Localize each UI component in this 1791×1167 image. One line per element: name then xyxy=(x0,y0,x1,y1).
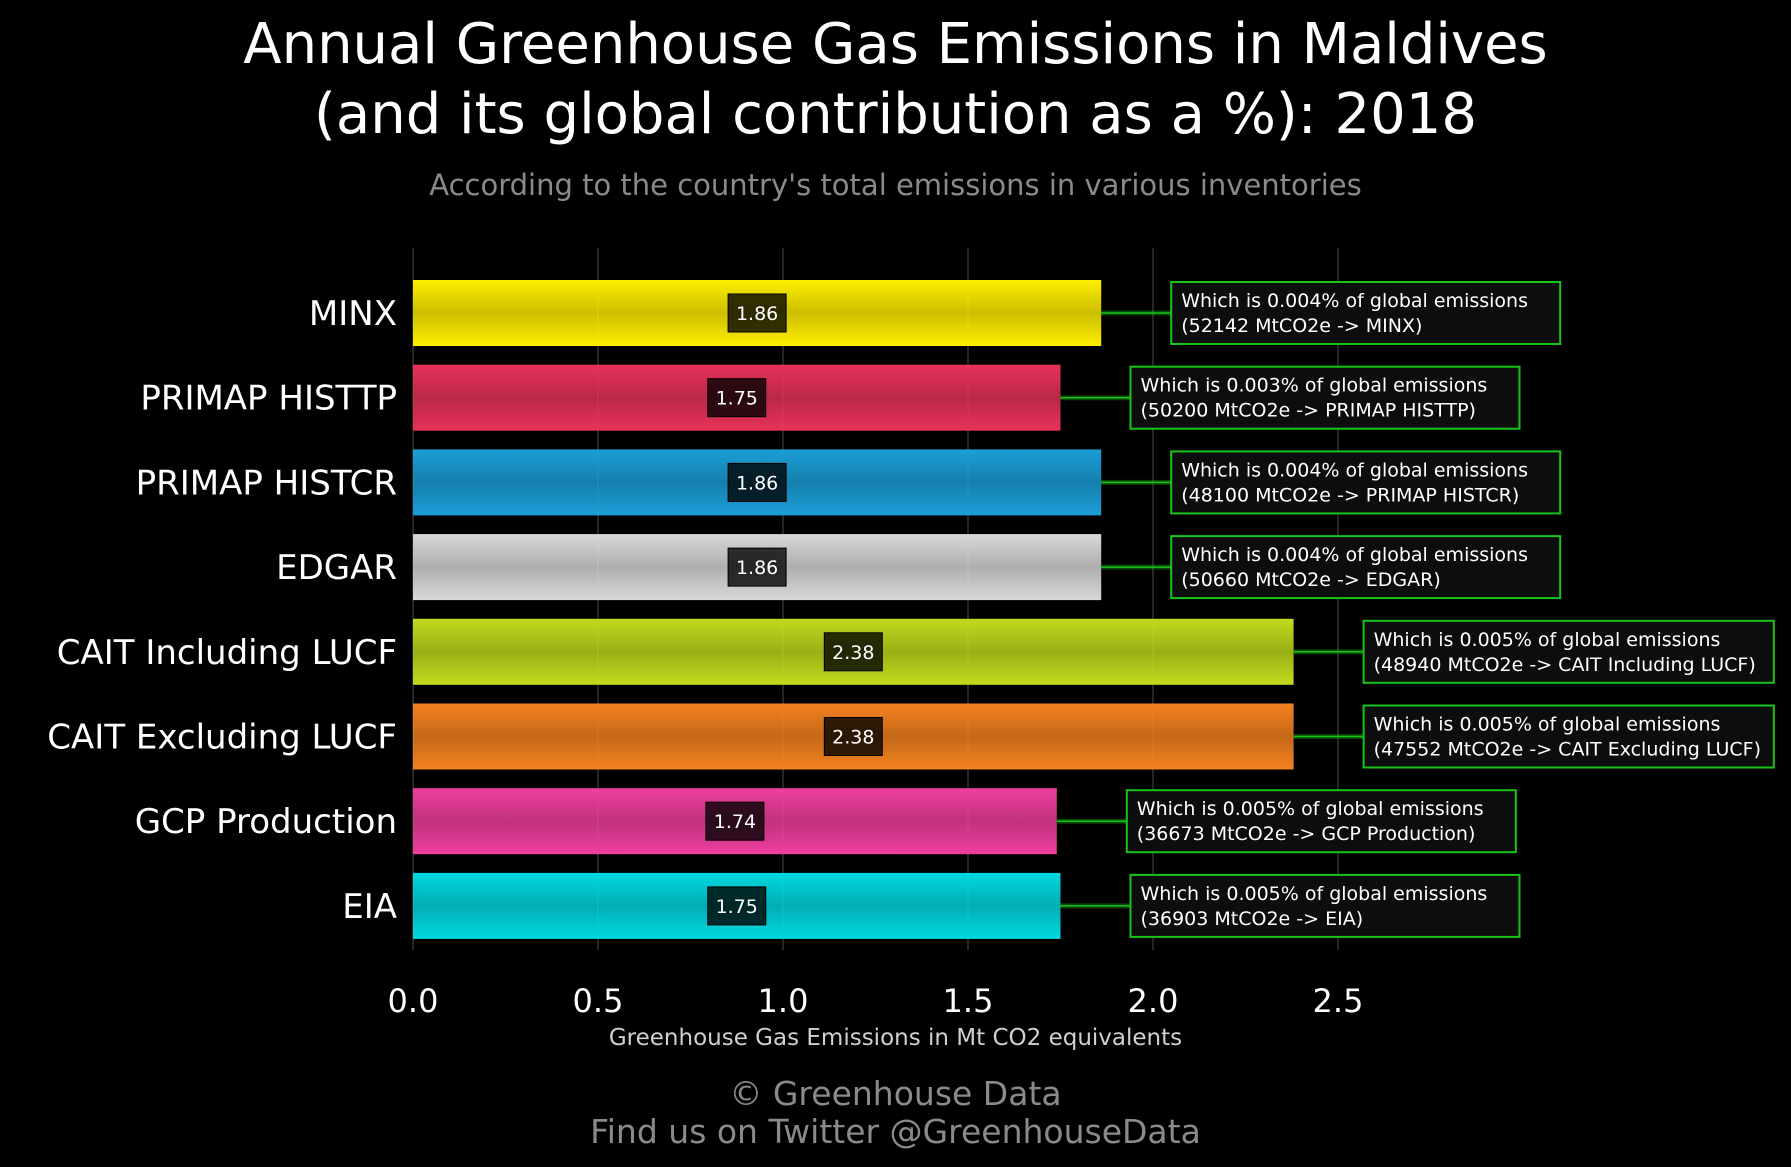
annotation-box-0 xyxy=(1170,281,1562,345)
value-label-2: 1.86 xyxy=(736,472,778,494)
y-tick-label-2: PRIMAP HISTCR xyxy=(136,463,397,503)
value-label-box-6 xyxy=(705,801,765,841)
y-tick-label-7: EIA xyxy=(342,887,397,927)
annotation-line1-7: Which is 0.005% of global emissions xyxy=(1141,883,1488,905)
value-label-box-1 xyxy=(707,378,767,418)
y-tick-label-1: PRIMAP HISTTP xyxy=(140,379,397,419)
value-label-7: 1.75 xyxy=(716,896,758,918)
y-tick-label-4: CAIT Including LUCF xyxy=(57,633,397,673)
title-line-2: (and its global contribution as a %): 20… xyxy=(314,82,1477,147)
annotation-line2-6: (36673 MtCO2e -> GCP Production) xyxy=(1137,823,1476,845)
credit-copyright: © Greenhouse Data xyxy=(729,1074,1062,1113)
credit-twitter: Find us on Twitter @GreenhouseData xyxy=(590,1112,1201,1151)
chart-subtitle: According to the country's total emissio… xyxy=(429,168,1362,202)
value-label-box-4 xyxy=(823,632,883,672)
annotation-box-2 xyxy=(1170,450,1562,515)
x-tick-label-0: 0.0 xyxy=(388,982,439,1020)
annotation-line2-1: (50200 MtCO2e -> PRIMAP HISTTP) xyxy=(1141,400,1476,422)
y-tick-label-3: EDGAR xyxy=(276,548,397,588)
annotation-line1-4: Which is 0.005% of global emissions xyxy=(1374,629,1721,651)
x-tick-label-1: 0.5 xyxy=(573,982,624,1020)
annotation-line1-6: Which is 0.005% of global emissions xyxy=(1137,798,1484,820)
annotation-line1-1: Which is 0.003% of global emissions xyxy=(1141,375,1488,397)
value-label-3: 1.86 xyxy=(736,557,778,579)
value-label-box-5 xyxy=(823,717,883,756)
value-label-6: 1.74 xyxy=(714,811,756,833)
value-label-box-0 xyxy=(727,293,787,333)
x-tick-label-4: 2.0 xyxy=(1128,982,1179,1020)
annotation-line1-3: Which is 0.004% of global emissions xyxy=(1181,544,1528,566)
value-label-box-2 xyxy=(727,462,787,502)
value-label-box-7 xyxy=(707,886,767,926)
annotation-line2-0: (52142 MtCO2e -> MINX) xyxy=(1181,315,1422,337)
x-axis-label: Greenhouse Gas Emissions in Mt CO2 equiv… xyxy=(608,1025,1183,1051)
x-tick-label-2: 1.0 xyxy=(758,982,809,1020)
annotation-line2-3: (50660 MtCO2e -> EDGAR) xyxy=(1181,569,1441,591)
annotation-line2-2: (48100 MtCO2e -> PRIMAP HISTCR) xyxy=(1181,484,1519,506)
annotation-box-4 xyxy=(1362,619,1775,684)
x-tick-label-5: 2.5 xyxy=(1313,982,1364,1020)
annotation-box-5 xyxy=(1362,704,1775,769)
annotation-line2-5: (47552 MtCO2e -> CAIT Excluding LUCF) xyxy=(1374,739,1761,761)
value-label-5: 2.38 xyxy=(832,727,874,749)
x-tick-label-3: 1.5 xyxy=(943,982,994,1020)
annotation-box-6 xyxy=(1125,789,1517,854)
annotation-box-7 xyxy=(1129,873,1521,938)
annotation-box-1 xyxy=(1129,365,1521,430)
value-label-0: 1.86 xyxy=(736,303,778,325)
chart-title: Annual Greenhouse Gas Emissions in Maldi… xyxy=(0,10,1791,150)
annotation-box-3 xyxy=(1170,535,1562,600)
annotation-line1-0: Which is 0.004% of global emissions xyxy=(1181,290,1528,312)
value-label-4: 2.38 xyxy=(832,642,874,664)
annotation-line1-2: Which is 0.004% of global emissions xyxy=(1181,459,1528,481)
annotation-line1-5: Which is 0.005% of global emissions xyxy=(1374,714,1721,736)
value-label-1: 1.75 xyxy=(716,388,758,410)
annotation-line2-4: (48940 MtCO2e -> CAIT Including LUCF) xyxy=(1374,654,1756,676)
value-label-box-3 xyxy=(727,547,787,587)
y-tick-label-6: GCP Production xyxy=(135,802,397,842)
annotation-line2-7: (36903 MtCO2e -> EIA) xyxy=(1141,908,1364,930)
title-line-1: Annual Greenhouse Gas Emissions in Maldi… xyxy=(243,12,1548,77)
y-tick-label-5: CAIT Excluding LUCF xyxy=(47,718,397,758)
y-tick-label-0: MINX xyxy=(309,294,397,334)
